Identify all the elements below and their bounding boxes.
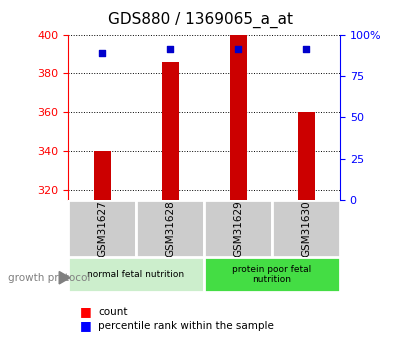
Bar [162, 62, 178, 200]
Text: protein poor fetal
nutrition: protein poor fetal nutrition [232, 265, 312, 284]
Text: GSM31627: GSM31627 [97, 200, 107, 257]
Text: GSM31628: GSM31628 [165, 200, 175, 257]
Text: percentile rank within the sample: percentile rank within the sample [98, 321, 274, 331]
Bar [136, 200, 204, 257]
Point [303, 47, 309, 52]
Bar [68, 200, 136, 257]
Text: normal fetal nutrition: normal fetal nutrition [88, 270, 184, 279]
Bar [204, 200, 272, 257]
Bar [230, 34, 246, 200]
Text: GSM31629: GSM31629 [233, 200, 243, 257]
Bar [272, 200, 340, 257]
Text: ■: ■ [80, 319, 92, 333]
Bar [94, 151, 110, 200]
Bar [204, 257, 340, 292]
Text: GDS880 / 1369065_a_at: GDS880 / 1369065_a_at [108, 12, 292, 28]
Text: growth protocol: growth protocol [8, 273, 90, 283]
Point [99, 50, 105, 56]
Text: count: count [98, 307, 128, 316]
Text: GSM31630: GSM31630 [301, 200, 311, 257]
Bar [298, 112, 314, 200]
Bar [68, 257, 204, 292]
Polygon shape [59, 272, 70, 284]
Text: ■: ■ [80, 305, 92, 318]
Point [167, 47, 173, 52]
Point [235, 47, 241, 52]
